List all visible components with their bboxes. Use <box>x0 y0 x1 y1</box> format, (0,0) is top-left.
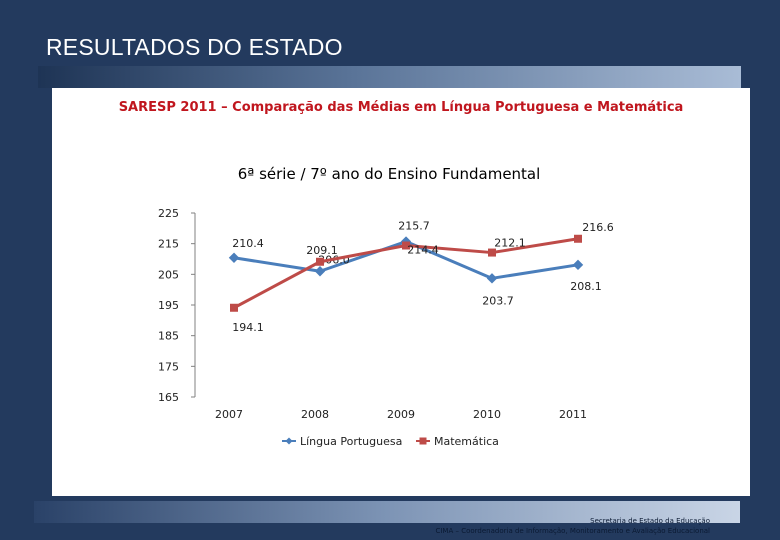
data-label: 210.4 <box>232 237 264 250</box>
x-tick-label: 2011 <box>559 408 587 421</box>
footer-band <box>34 501 740 523</box>
y-tick-label: 225 <box>158 207 179 220</box>
x-tick-label: 2009 <box>387 408 415 421</box>
data-point-matematica <box>230 303 238 312</box>
y-tick-label: 165 <box>158 391 179 404</box>
legend-matematica-label: Matemática <box>434 435 499 448</box>
chart-title: 6ª série / 7º ano do Ensino Fundamental <box>238 165 541 183</box>
data-label: 214.4 <box>407 244 439 257</box>
y-tick-label: 205 <box>158 268 179 281</box>
x-tick-label: 2008 <box>301 408 329 421</box>
legend-lingua-portuguesa-label: Língua Portuguesa <box>300 435 402 448</box>
data-point-matematica <box>574 234 582 243</box>
slide-title: RESULTADOS DO ESTADO <box>46 34 343 60</box>
y-tick-label: 195 <box>158 299 179 312</box>
y-tick-label: 185 <box>158 330 179 343</box>
data-point-lingua-portuguesa <box>228 252 240 263</box>
title-band <box>38 66 741 88</box>
data-label: 203.7 <box>482 294 514 307</box>
data-point-lingua-portuguesa <box>314 266 326 277</box>
data-point-lingua-portuguesa <box>486 273 498 284</box>
y-tick-label: 175 <box>158 360 179 373</box>
data-label: 208.1 <box>570 280 602 293</box>
chart-panel: SARESP 2011 – Comparação das Médias em L… <box>52 88 750 496</box>
data-label: 194.1 <box>232 321 264 334</box>
data-point-matematica <box>488 248 496 257</box>
legend-lingua-portuguesa-marker <box>285 437 293 445</box>
data-label: 215.7 <box>398 220 430 233</box>
data-point-lingua-portuguesa <box>572 259 584 271</box>
data-label: 209.1 <box>306 244 338 257</box>
footer-line-2: CIMA – Coordenadoria de Informação, Moni… <box>435 527 710 535</box>
legend-matematica-marker <box>419 437 427 445</box>
footer-line-1: Secretaria de Estado da Educação <box>590 517 710 525</box>
data-label: 212.1 <box>494 237 526 250</box>
x-tick-label: 2007 <box>215 408 243 421</box>
line-chart: 6ª série / 7º ano do Ensino Fundamental 2… <box>158 165 614 448</box>
footer-credits: Secretaria de Estado da Educação CIMA – … <box>435 516 710 536</box>
data-point-matematica <box>402 241 410 250</box>
x-tick-label: 2010 <box>473 408 501 421</box>
data-label: 216.6 <box>582 221 614 234</box>
slide-subtitle: SARESP 2011 – Comparação das Médias em L… <box>118 100 684 115</box>
data-point-matematica <box>316 257 324 266</box>
y-tick-label: 215 <box>158 238 179 251</box>
